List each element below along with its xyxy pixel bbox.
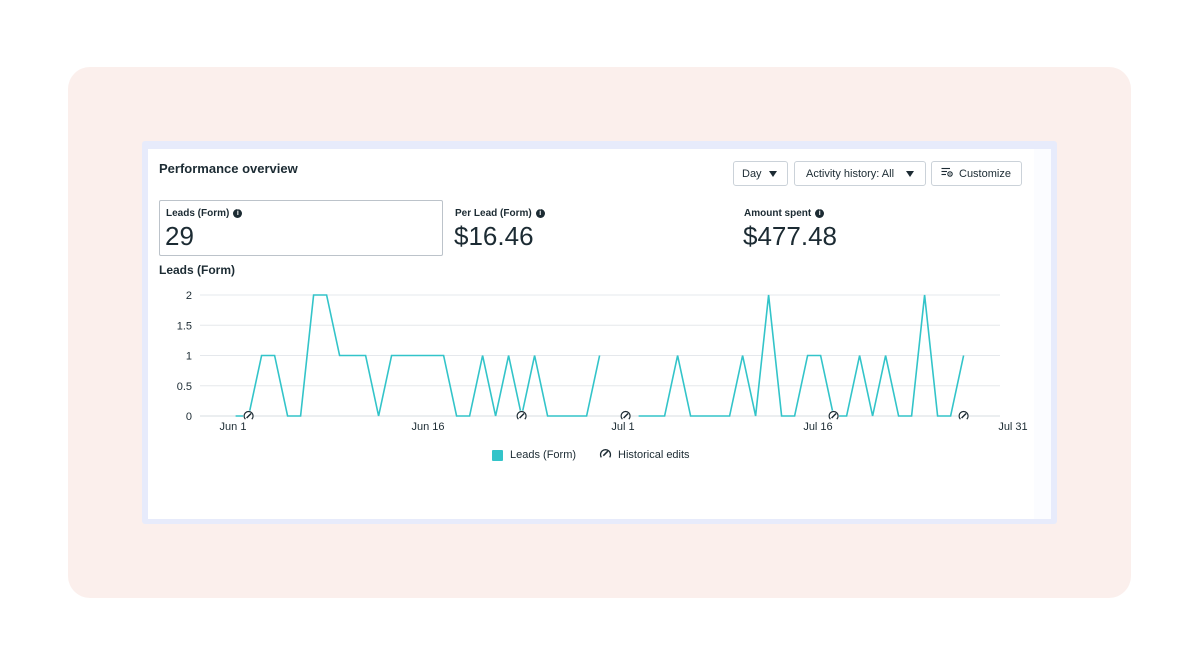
chevron-down-icon bbox=[906, 171, 914, 177]
legend-swatch bbox=[492, 449, 503, 461]
customize-label: Customize bbox=[959, 167, 1011, 180]
legend-item-leads[interactable]: Leads (Form) bbox=[492, 449, 576, 461]
info-icon[interactable]: i bbox=[815, 209, 825, 218]
chart-legend: Leads (Form) Historical edits bbox=[492, 447, 713, 463]
info-icon[interactable]: i bbox=[233, 209, 243, 218]
info-icon[interactable]: i bbox=[535, 209, 545, 218]
y-tick-label: 0.5 bbox=[177, 381, 192, 393]
historical-edit-icon bbox=[599, 447, 612, 463]
x-tick-label: Jul 1 bbox=[611, 421, 634, 433]
metric-card-per-lead[interactable]: Per Lead (Form) i $16.46 bbox=[444, 200, 724, 256]
chart-title: Leads (Form) bbox=[159, 263, 236, 277]
metric-value: 29 bbox=[165, 221, 194, 251]
x-tick-label: Jun 16 bbox=[411, 421, 444, 433]
historical-edit-marker bbox=[243, 410, 255, 422]
y-tick-label: 0 bbox=[186, 411, 192, 423]
panel-title: Performance overview bbox=[159, 161, 298, 176]
performance-overview-panel: Performance overview Day Activity histor… bbox=[148, 149, 1034, 519]
legend-label: Leads (Form) bbox=[510, 449, 577, 461]
metric-label-text: Leads (Form) bbox=[166, 208, 230, 219]
customize-icon bbox=[941, 167, 953, 180]
metric-value: $477.48 bbox=[743, 221, 837, 251]
day-dropdown-label: Day bbox=[742, 167, 762, 180]
y-tick-label: 1.5 bbox=[177, 320, 192, 332]
x-tick-label: Jul 16 bbox=[803, 421, 832, 433]
historical-edit-marker bbox=[828, 410, 840, 422]
historical-edit-marker bbox=[516, 410, 528, 422]
y-tick-label: 1 bbox=[186, 351, 192, 363]
series-line-leads bbox=[638, 294, 965, 417]
historical-edit-marker bbox=[620, 410, 632, 422]
metric-card-amount-spent[interactable]: Amount spent i $477.48 bbox=[733, 200, 1013, 256]
legend-item-historical-edits[interactable]: Historical edits bbox=[599, 447, 690, 463]
day-dropdown[interactable]: Day bbox=[733, 161, 788, 186]
metric-label-text: Per Lead (Form) bbox=[455, 208, 532, 219]
customize-button[interactable]: Customize bbox=[931, 161, 1022, 186]
metric-card-leads[interactable]: Leads (Form) i 29 bbox=[159, 200, 443, 256]
metric-label: Amount spent i bbox=[744, 208, 825, 219]
panel-scroll-edge bbox=[1034, 149, 1051, 519]
metric-label: Leads (Form) i bbox=[166, 208, 243, 219]
y-tick-label: 2 bbox=[186, 290, 192, 302]
x-tick-label: Jul 31 bbox=[998, 421, 1027, 433]
activity-history-label: Activity history: All bbox=[806, 167, 895, 180]
metric-label-text: Amount spent bbox=[744, 208, 812, 219]
leads-line-chart: 0 0.5 1 1.5 2 Jun 1 Jun 16 Jul 1 Jul 16 Jul 31 bbox=[177, 290, 1028, 433]
historical-edit-marker bbox=[958, 410, 970, 422]
chevron-down-icon bbox=[769, 171, 777, 177]
legend-label: Historical edits bbox=[618, 449, 690, 461]
metric-label: Per Lead (Form) i bbox=[455, 208, 545, 219]
x-tick-label: Jun 1 bbox=[220, 421, 247, 433]
metric-value: $16.46 bbox=[454, 221, 534, 251]
activity-history-dropdown[interactable]: Activity history: All bbox=[794, 161, 926, 186]
series-line-leads bbox=[235, 294, 601, 417]
